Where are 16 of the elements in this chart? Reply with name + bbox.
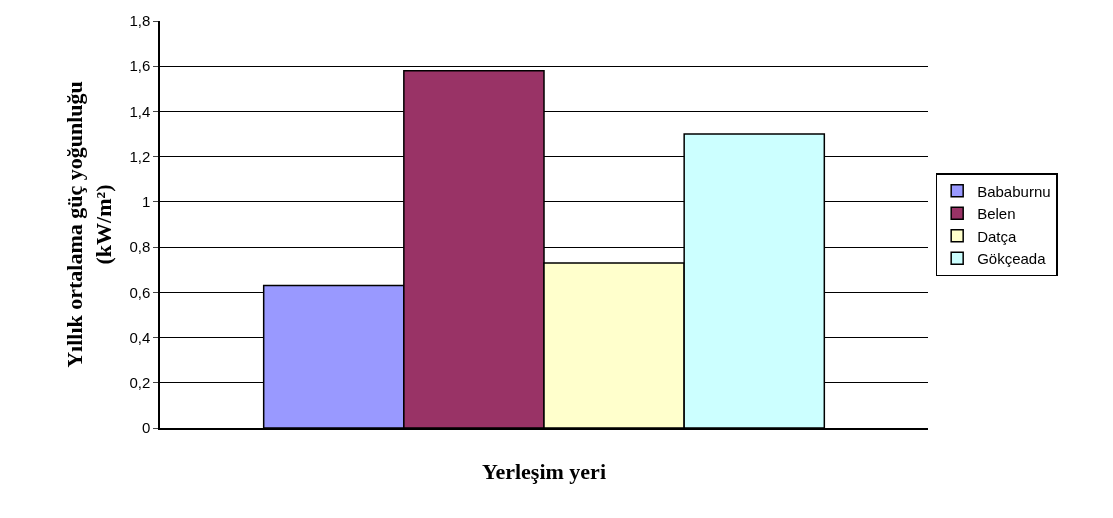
y-tick-label: 1,8 bbox=[129, 12, 151, 30]
y-tick-label: 1,2 bbox=[129, 147, 151, 165]
legend-label: Belen bbox=[977, 205, 1016, 223]
y-tick-label: 0,6 bbox=[129, 283, 151, 301]
y-tick-label: 0,4 bbox=[129, 328, 151, 346]
y-tick-label: 0,2 bbox=[129, 374, 151, 392]
y-tick-label: 1 bbox=[141, 193, 151, 211]
legend-label: Datça bbox=[977, 227, 1018, 245]
y-axis-title: Yıllık ortalama güç yoğunluğu (kW/m²) bbox=[62, 81, 116, 368]
x-axis-title: Yerleşim yeri bbox=[482, 459, 606, 485]
y-tick-label: 1,4 bbox=[129, 102, 151, 120]
legend-label: Gökçeada bbox=[977, 250, 1047, 268]
legend-label: Bababurnu bbox=[977, 182, 1051, 200]
y-tick-label: 0 bbox=[141, 419, 151, 437]
y-tick-label: 0,8 bbox=[129, 238, 151, 256]
y-tick-label: 1,6 bbox=[129, 57, 151, 75]
